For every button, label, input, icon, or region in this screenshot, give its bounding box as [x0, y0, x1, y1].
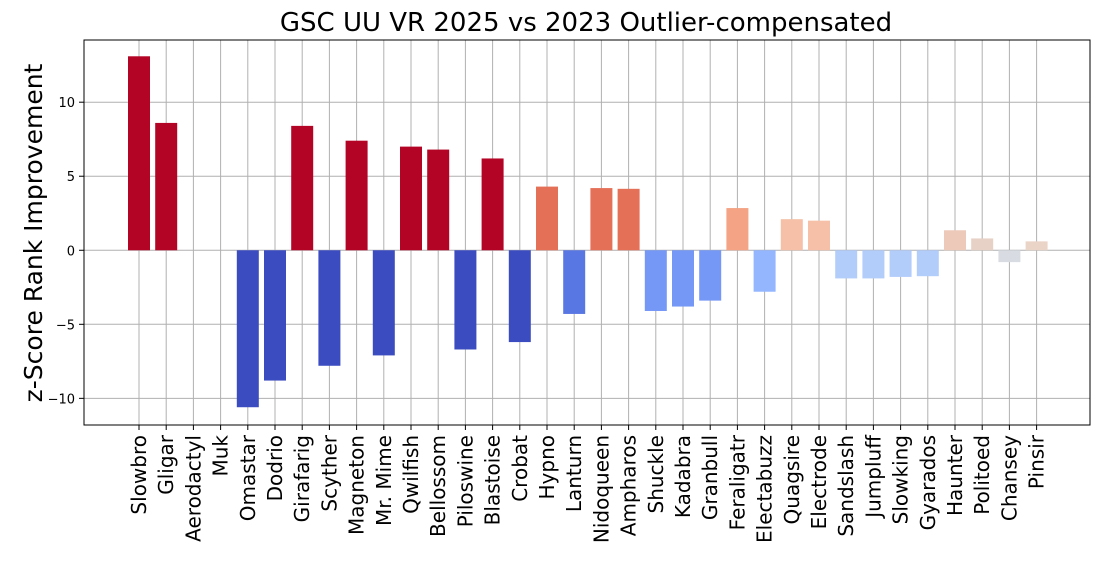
- x-tick-label: Girafarig: [290, 435, 314, 522]
- x-tick-label: Feraligatr: [725, 434, 749, 530]
- x-tick-label: Granbull: [698, 435, 722, 520]
- x-tick-label: Kadabra: [671, 435, 695, 518]
- bar: [808, 220, 830, 251]
- y-tick-label: 10: [58, 96, 75, 111]
- bar: [508, 250, 531, 343]
- x-tick-label: Politoed: [970, 435, 994, 515]
- bar: [400, 146, 422, 251]
- x-tick-label: Bellossom: [426, 435, 450, 537]
- y-tick-label: −10: [48, 392, 75, 407]
- x-tick-label: Dodrio: [263, 435, 287, 501]
- bars: [128, 56, 1048, 408]
- y-ticks: −10 −5 0 5 10: [48, 96, 84, 407]
- bar: [699, 250, 722, 301]
- bar: [862, 250, 885, 279]
- bar: [644, 250, 667, 311]
- x-tick-label: Mr. Mime: [372, 435, 396, 526]
- bar: [345, 140, 368, 251]
- bar: [916, 250, 939, 277]
- bar: [780, 219, 803, 251]
- x-tick-label: Hypno: [535, 435, 559, 499]
- x-tick-label: Chansey: [997, 435, 1021, 521]
- bar: [318, 250, 341, 366]
- x-tick-label: Electrode: [807, 435, 831, 529]
- x-tick-label: Crobat: [508, 435, 532, 502]
- bar: [536, 186, 558, 251]
- x-tick-label: Aerodactyl: [181, 435, 205, 542]
- bar: [617, 188, 640, 251]
- bar: [481, 158, 504, 251]
- x-tick-label: Ampharos: [617, 435, 641, 536]
- y-tick-label: −5: [56, 318, 75, 333]
- x-tick-label: Jumpluff: [861, 434, 885, 520]
- x-tick-label: Lanturn: [562, 435, 586, 512]
- bar: [155, 122, 178, 251]
- x-tick-label: Blastoise: [481, 435, 505, 525]
- bar: [264, 250, 286, 381]
- plot-frame: [83, 39, 1091, 426]
- x-tick-label: Haunter: [943, 434, 967, 516]
- x-tick-label: Pinsir: [1025, 434, 1049, 489]
- bar: [590, 188, 613, 251]
- x-tick-label: Slowking: [889, 435, 913, 524]
- x-tick-label: Gligar: [154, 434, 178, 495]
- bar: [753, 250, 776, 292]
- bar: [128, 56, 150, 251]
- bar: [427, 149, 450, 251]
- x-tick-label: Magneton: [345, 435, 369, 535]
- bar: [726, 208, 749, 251]
- grid: [84, 40, 1090, 425]
- y-axis-label: z-Score Rank Improvement: [19, 63, 48, 402]
- x-tick-label: Scyther: [317, 434, 341, 511]
- bar: [889, 250, 912, 277]
- bar: [236, 250, 259, 408]
- bar: [998, 250, 1021, 263]
- x-tick-label: Quagsire: [780, 435, 804, 524]
- x-tick-label: Omastar: [236, 434, 260, 521]
- bar: [1025, 241, 1048, 251]
- bar: [971, 238, 994, 251]
- x-tick-label: Piloswine: [453, 435, 477, 527]
- bar: [672, 250, 694, 307]
- x-tick-label: Nidoqueen: [589, 435, 613, 543]
- x-tick-label: Slowbro: [127, 435, 151, 515]
- bar: [563, 250, 586, 314]
- x-tick-label: Muk: [209, 435, 233, 477]
- x-tick-label: Electabuzz: [753, 435, 777, 543]
- y-tick-label: 0: [67, 244, 75, 259]
- bar: [944, 230, 966, 251]
- x-tick-label: Shuckle: [644, 435, 668, 514]
- y-tick-label: 5: [67, 170, 75, 185]
- chart-title: GSC UU VR 2025 vs 2023 Outlier-compensat…: [280, 8, 892, 38]
- bar: [835, 250, 858, 279]
- bar: [291, 125, 314, 251]
- bar: [454, 250, 477, 350]
- x-tick-label: Qwilfish: [399, 435, 423, 514]
- x-tick-label: Sandslash: [834, 435, 858, 537]
- bar: [372, 250, 395, 356]
- x-tick-label: Gyarados: [916, 435, 940, 530]
- x-ticks: Slowbro Gligar Aerodactyl Muk Omastar Dodrio G…: [127, 425, 1049, 543]
